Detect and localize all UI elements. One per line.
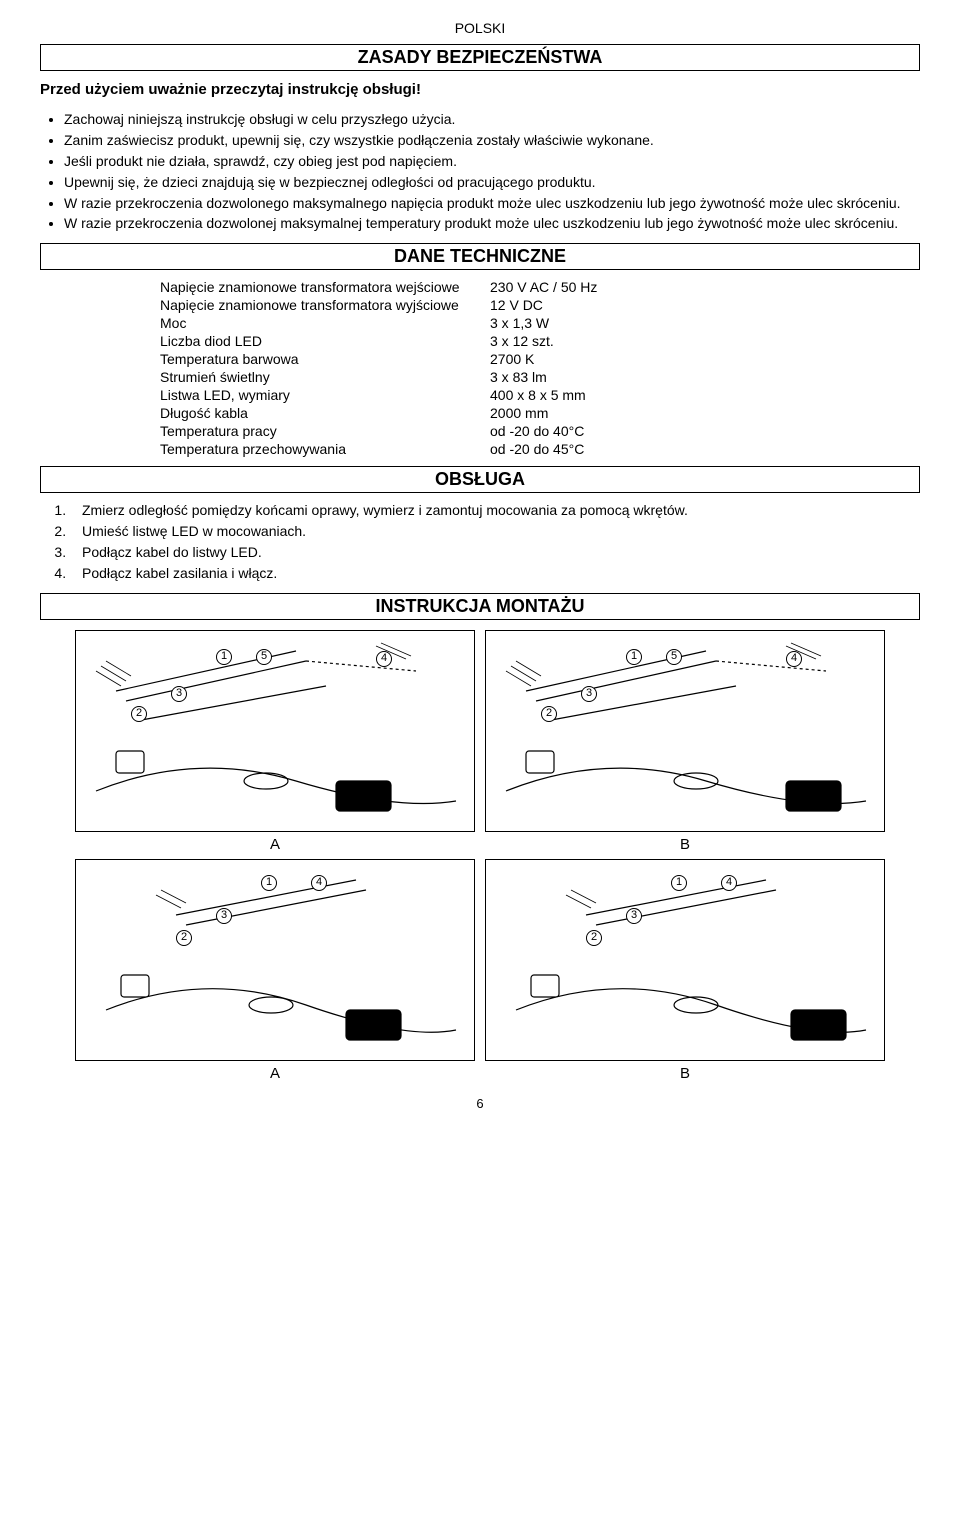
spec-value: 2700 K xyxy=(490,350,607,368)
table-row: Moc3 x 1,3 W xyxy=(160,314,607,332)
callout-number: 1 xyxy=(671,875,687,891)
mount-panel: 1 2 3 4 xyxy=(485,859,885,1061)
use-steps: Zmierz odległość pomiędzy końcami oprawy… xyxy=(40,501,920,583)
spec-value: 12 V DC xyxy=(490,296,607,314)
mount-diagrams: 1 2 3 4 5 A xyxy=(40,630,920,1082)
use-step: Zmierz odległość pomiędzy końcami oprawy… xyxy=(70,501,920,520)
use-step: Podłącz kabel zasilania i włącz. xyxy=(70,564,920,583)
callout-number: 4 xyxy=(311,875,327,891)
callout-number: 2 xyxy=(176,930,192,946)
table-row: Temperatura przechowywaniaod -20 do 45°C xyxy=(160,440,607,458)
use-step: Umieść listwę LED w mocowaniach. xyxy=(70,522,920,541)
safety-bullet: Jeśli produkt nie działa, sprawdź, czy o… xyxy=(64,152,920,171)
spec-value: 3 x 1,3 W xyxy=(490,314,607,332)
use-title: OBSŁUGA xyxy=(47,469,913,490)
spec-value: 2000 mm xyxy=(490,404,607,422)
mount-section-header: INSTRUKCJA MONTAŻU xyxy=(40,593,920,620)
tech-title: DANE TECHNICZNE xyxy=(47,246,913,267)
callout-number: 2 xyxy=(131,706,147,722)
safety-bullet: W razie przekroczenia dozwolonego maksym… xyxy=(64,194,920,213)
table-row: Napięcie znamionowe transformatora wyjśc… xyxy=(160,296,607,314)
callout-number: 4 xyxy=(786,651,802,667)
mount-title: INSTRUKCJA MONTAŻU xyxy=(47,596,913,617)
spec-value: 230 V AC / 50 Hz xyxy=(490,278,607,296)
assembly-diagram-icon xyxy=(486,860,885,1060)
panel-label: A xyxy=(75,836,475,853)
spec-label: Moc xyxy=(160,314,490,332)
callout-number: 1 xyxy=(626,649,642,665)
panel-label: A xyxy=(75,1065,475,1082)
page-header: POLSKI xyxy=(40,20,920,36)
callout-number: 2 xyxy=(541,706,557,722)
assembly-diagram-icon xyxy=(486,631,885,831)
callout-number: 4 xyxy=(721,875,737,891)
mount-panel: 1 2 3 4 5 xyxy=(75,630,475,832)
panel-label: B xyxy=(485,836,885,853)
spec-label: Temperatura przechowywania xyxy=(160,440,490,458)
callout-number: 2 xyxy=(586,930,602,946)
spec-value: od -20 do 45°C xyxy=(490,440,607,458)
callout-number: 4 xyxy=(376,651,392,667)
spec-value: 400 x 8 x 5 mm xyxy=(490,386,607,404)
panel-label: B xyxy=(485,1065,885,1082)
table-row: Długość kabla2000 mm xyxy=(160,404,607,422)
table-row: Napięcie znamionowe transformatora wejśc… xyxy=(160,278,607,296)
callout-number: 5 xyxy=(256,649,272,665)
callout-number: 1 xyxy=(216,649,232,665)
safety-bullet: Zanim zaświecisz produkt, upewnij się, c… xyxy=(64,131,920,150)
page-number: 6 xyxy=(40,1096,920,1111)
spec-label: Listwa LED, wymiary xyxy=(160,386,490,404)
callout-number: 5 xyxy=(666,649,682,665)
spec-value: od -20 do 40°C xyxy=(490,422,607,440)
spec-label: Liczba diod LED xyxy=(160,332,490,350)
safety-intro: Przed użyciem uważnie przeczytaj instruk… xyxy=(40,81,920,98)
callout-number: 3 xyxy=(581,686,597,702)
table-row: Liczba diod LED3 x 12 szt. xyxy=(160,332,607,350)
table-row: Temperatura pracyod -20 do 40°C xyxy=(160,422,607,440)
spec-value: 3 x 83 lm xyxy=(490,368,607,386)
assembly-diagram-icon xyxy=(76,860,475,1060)
safety-bullet: Zachowaj niniejszą instrukcję obsługi w … xyxy=(64,110,920,129)
safety-bullet: Upewnij się, że dzieci znajdują się w be… xyxy=(64,173,920,192)
table-row: Temperatura barwowa2700 K xyxy=(160,350,607,368)
spec-label: Temperatura pracy xyxy=(160,422,490,440)
table-row: Listwa LED, wymiary400 x 8 x 5 mm xyxy=(160,386,607,404)
callout-number: 1 xyxy=(261,875,277,891)
use-step: Podłącz kabel do listwy LED. xyxy=(70,543,920,562)
callout-number: 3 xyxy=(171,686,187,702)
safety-section-header: ZASADY BEZPIECZEŃSTWA xyxy=(40,44,920,71)
use-section-header: OBSŁUGA xyxy=(40,466,920,493)
spec-label: Długość kabla xyxy=(160,404,490,422)
safety-title: ZASADY BEZPIECZEŃSTWA xyxy=(47,47,913,68)
tech-specs-table: Napięcie znamionowe transformatora wejśc… xyxy=(160,278,607,458)
spec-label: Napięcie znamionowe transformatora wejśc… xyxy=(160,278,490,296)
callout-number: 3 xyxy=(216,908,232,924)
callout-number: 3 xyxy=(626,908,642,924)
assembly-diagram-icon xyxy=(76,631,475,831)
table-row: Strumień świetlny3 x 83 lm xyxy=(160,368,607,386)
safety-bullets: Zachowaj niniejszą instrukcję obsługi w … xyxy=(40,110,920,233)
mount-panel: 1 2 3 4 5 xyxy=(485,630,885,832)
spec-label: Temperatura barwowa xyxy=(160,350,490,368)
tech-section-header: DANE TECHNICZNE xyxy=(40,243,920,270)
spec-value: 3 x 12 szt. xyxy=(490,332,607,350)
safety-bullet: W razie przekroczenia dozwolonej maksyma… xyxy=(64,214,920,233)
spec-label: Napięcie znamionowe transformatora wyjśc… xyxy=(160,296,490,314)
mount-panel: 1 2 3 4 xyxy=(75,859,475,1061)
spec-label: Strumień świetlny xyxy=(160,368,490,386)
